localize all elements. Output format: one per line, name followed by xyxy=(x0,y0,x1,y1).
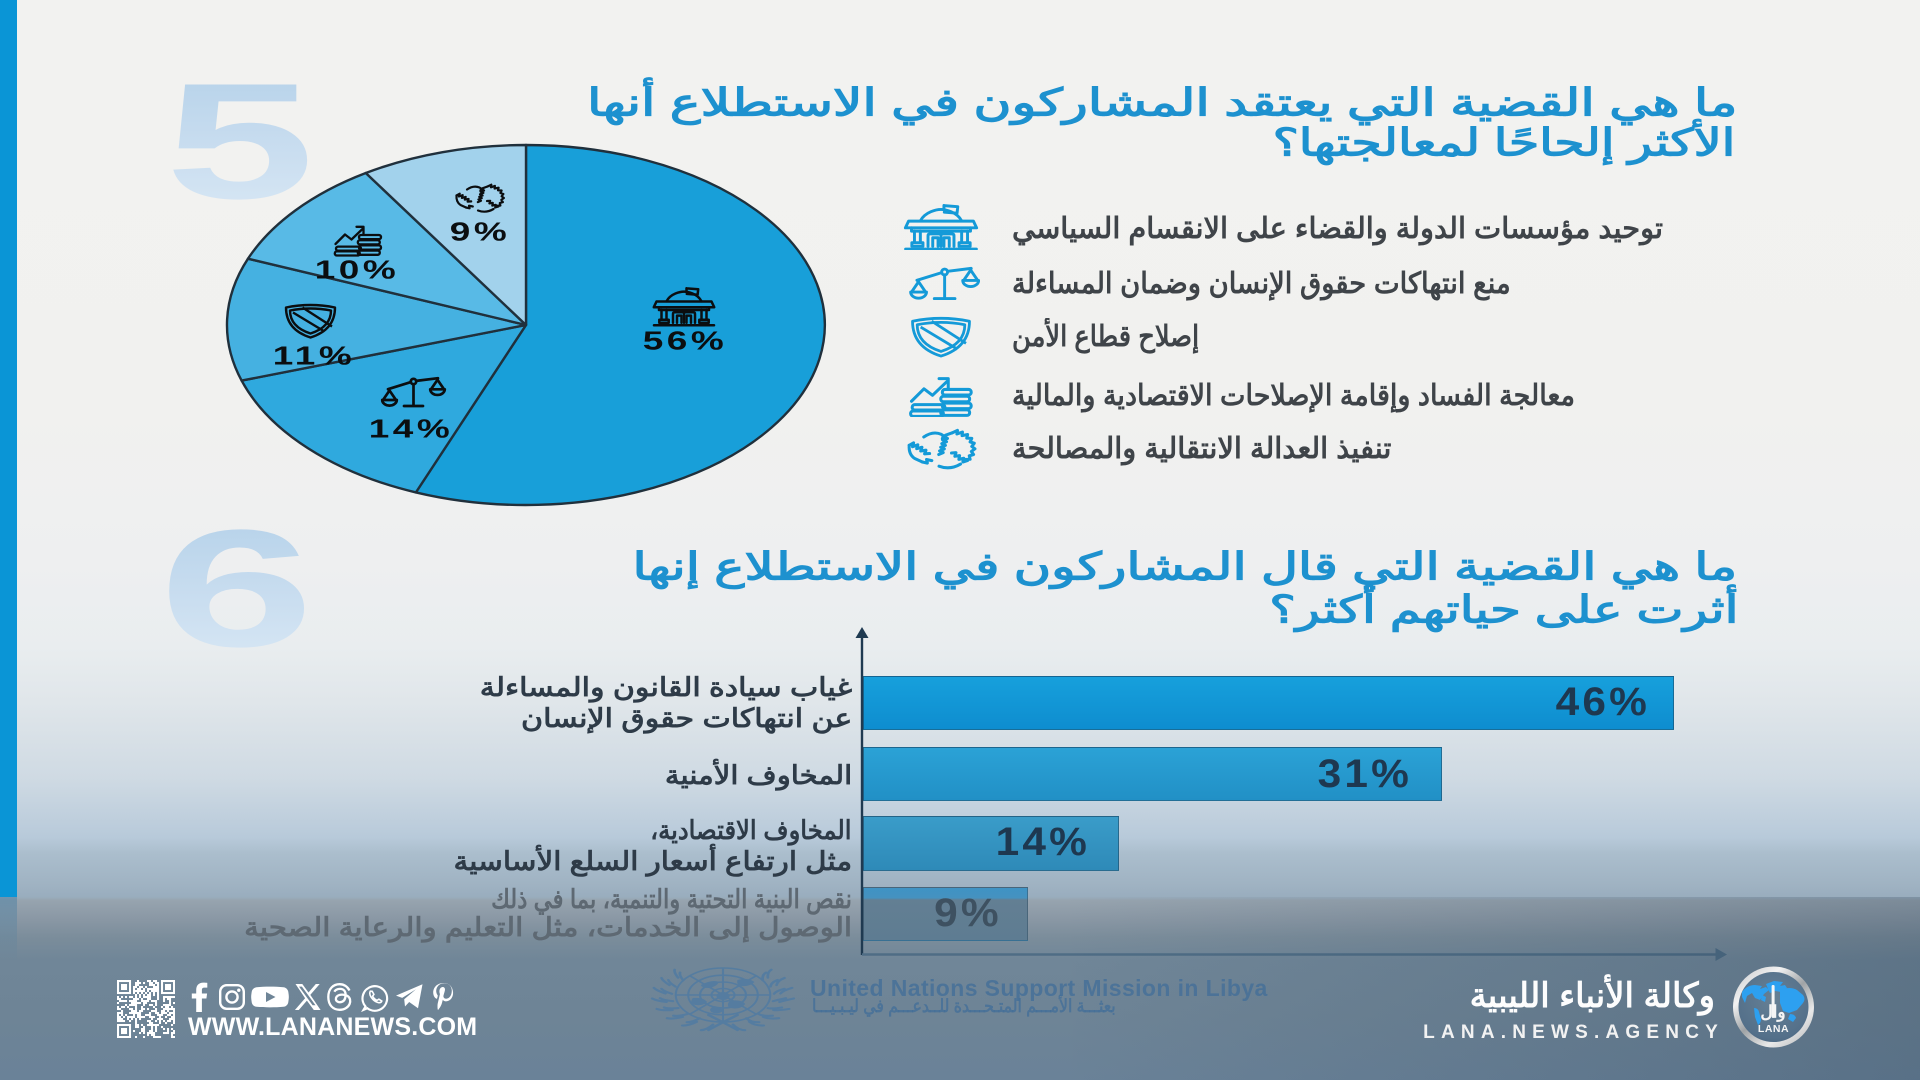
svg-text:LANA: LANA xyxy=(1758,1023,1789,1035)
svg-text:وال: وال xyxy=(1760,1003,1785,1023)
